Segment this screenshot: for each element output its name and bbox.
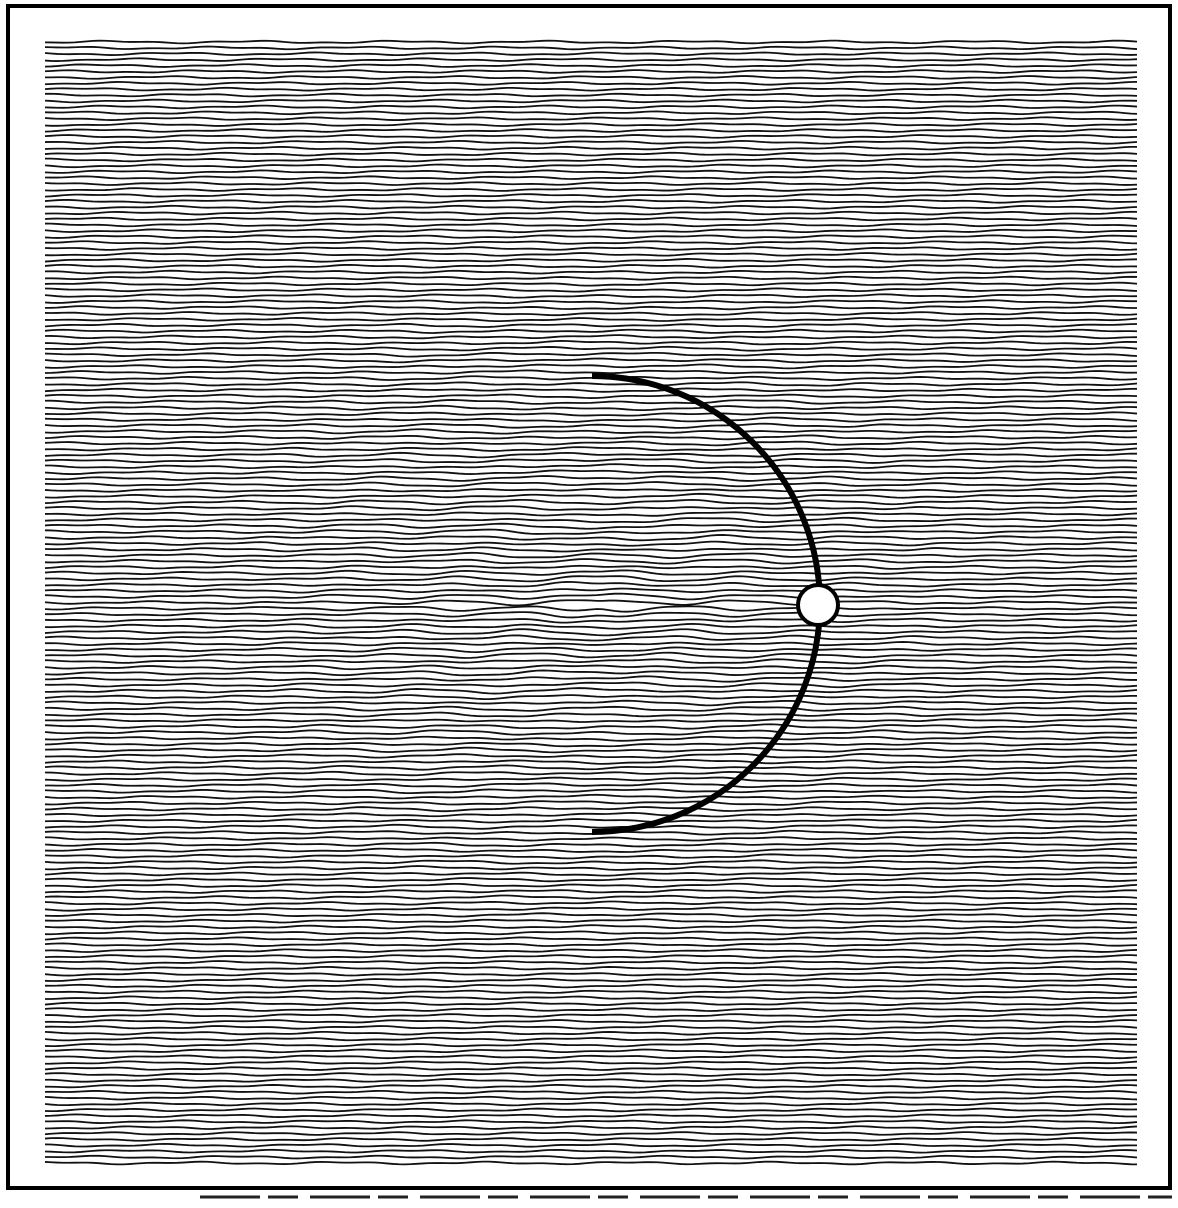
figure [0, 0, 1178, 1208]
page: (() => { const svg = document.getElement… [0, 0, 1178, 1208]
small-circle [798, 585, 838, 625]
